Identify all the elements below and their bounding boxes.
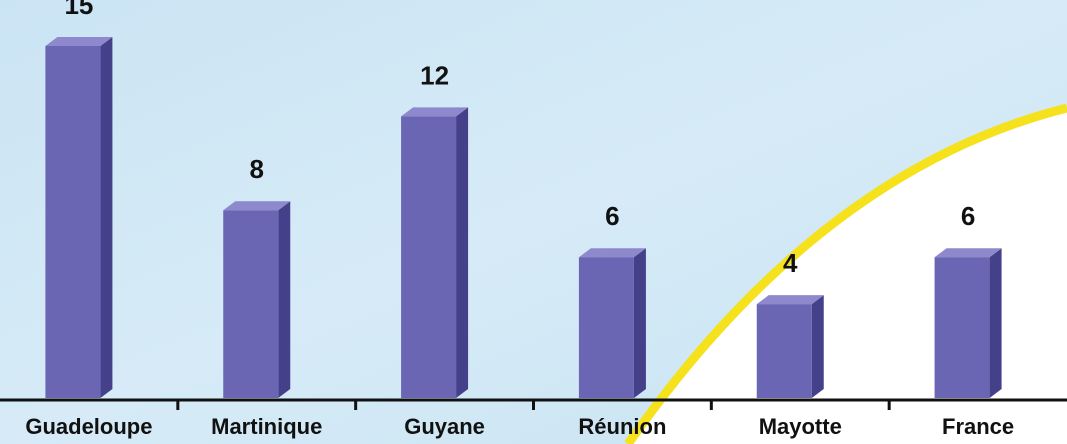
bar-top — [401, 107, 469, 117]
bar-top — [45, 37, 113, 46]
x-tick-label: Guadeloupe — [25, 414, 152, 439]
bar-side — [633, 248, 646, 398]
bar-top — [223, 201, 291, 211]
bar — [223, 210, 279, 398]
data-label: 12 — [420, 60, 449, 90]
x-tick-label: Martinique — [211, 414, 322, 439]
bar-side — [456, 107, 469, 399]
bar-side — [278, 201, 291, 398]
bar — [401, 116, 457, 399]
labels: Guadeloupe 15 Martinique 8 Guyane 12 Réunion 6 M… — [25, 0, 1014, 439]
bar — [934, 257, 990, 398]
bar-top — [756, 295, 824, 305]
data-label: 6 — [605, 201, 619, 231]
x-tick-label: Mayotte — [759, 414, 842, 439]
bar — [578, 257, 634, 398]
bar — [45, 46, 101, 398]
bar-top — [578, 248, 646, 258]
x-tick-label: France — [942, 414, 1014, 439]
bar-side — [989, 248, 1002, 398]
bar-top — [934, 248, 1002, 258]
yellow-arc — [624, 103, 1067, 444]
data-label: 6 — [961, 201, 975, 231]
data-label: 15 — [64, 0, 93, 20]
bar — [756, 304, 812, 398]
bar-side — [100, 37, 113, 398]
data-label: 8 — [250, 154, 264, 184]
x-tick-label: Réunion — [578, 414, 666, 439]
bars — [45, 37, 1002, 399]
bar-side — [811, 295, 824, 398]
x-tick-label: Guyane — [404, 414, 485, 439]
data-label: 4 — [783, 248, 798, 278]
